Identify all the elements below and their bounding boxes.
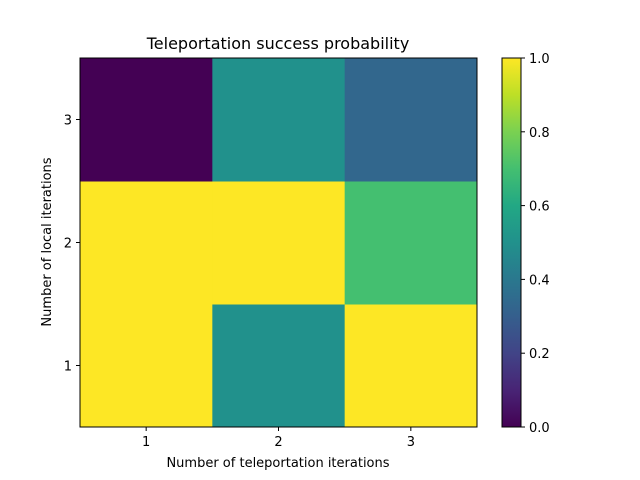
x-tick-label: 3 <box>407 435 415 450</box>
heatmap-cell-x2-y1 <box>212 304 346 428</box>
x-tick-label: 2 <box>274 435 282 450</box>
colorbar-tick-label: 0.8 <box>529 126 550 141</box>
colorbar <box>501 57 522 428</box>
colorbar-tick-label: 0.6 <box>529 200 550 215</box>
x-axis-ticks: 1 2 3 <box>142 427 415 450</box>
heatmap-cell-x3-y1 <box>344 304 478 428</box>
heatmap-cell-x1-y3 <box>80 58 213 182</box>
colorbar-tick-label: 0.4 <box>529 273 550 288</box>
x-tick-label: 1 <box>142 435 150 450</box>
heatmap-cell-x1-y1 <box>80 304 213 428</box>
colorbar-tick-label: 0.2 <box>529 347 550 362</box>
y-tick-label: 1 <box>64 360 72 375</box>
heatmap-cell-x3-y3 <box>344 58 478 182</box>
y-axis-ticks: 1 2 3 <box>64 114 80 375</box>
x-axis-label: Number of teleportation iterations <box>166 456 389 471</box>
colorbar-ticks: 0.0 0.2 0.4 0.6 0.8 1.0 <box>521 52 550 436</box>
y-tick-label: 2 <box>64 237 72 252</box>
y-axis-label: Number of local iterations <box>40 157 55 326</box>
heatmap-cell-x3-y2 <box>344 181 478 305</box>
heatmap-cell-x2-y3 <box>212 58 346 182</box>
colorbar-tick-label: 0.0 <box>529 421 550 436</box>
colorbar-tick-label: 1.0 <box>529 52 550 67</box>
heatmap-cells <box>80 58 478 428</box>
chart-title: Teleportation success probability <box>146 34 410 53</box>
heatmap-cell-x2-y2 <box>212 181 346 305</box>
y-tick-label: 3 <box>64 114 72 129</box>
heatmap-cell-x1-y2 <box>80 181 213 305</box>
